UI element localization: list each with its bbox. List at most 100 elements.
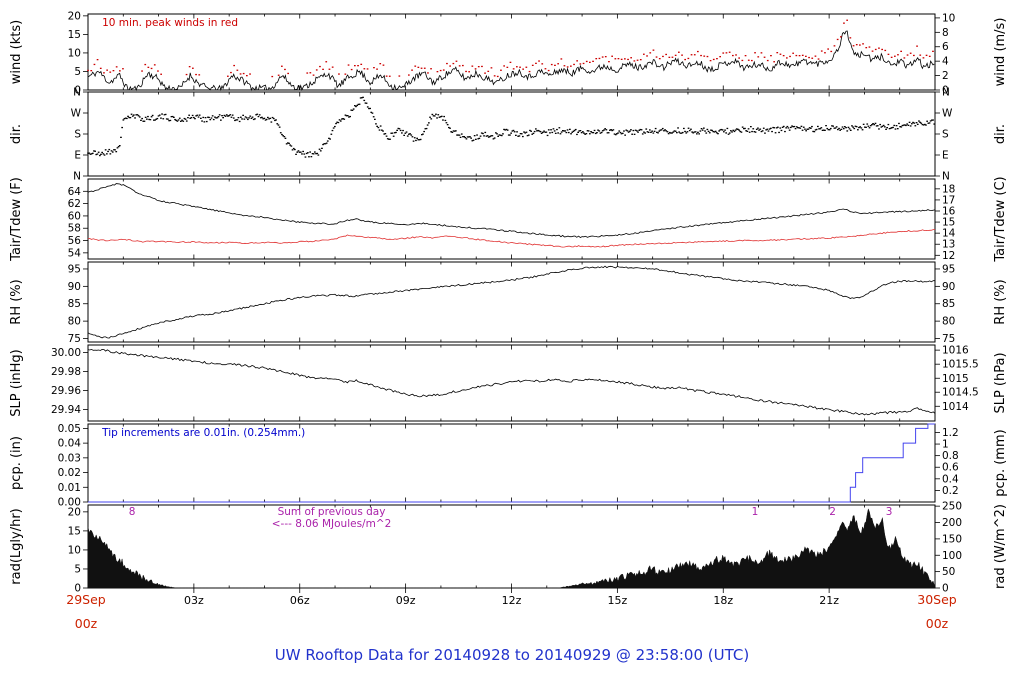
y-tick-label-left: 62 [68, 198, 81, 210]
y-tick-label-left: 0.04 [58, 438, 82, 450]
series-rh [87, 265, 936, 339]
panel-border [87, 178, 936, 260]
y-tick-label-right: W [942, 108, 953, 120]
y-tick-label-left: 20 [68, 506, 81, 518]
series-tair [87, 183, 936, 238]
y-tick-label-right: N [942, 87, 950, 99]
axis-label-right: rad (W/m^2) [993, 504, 1008, 589]
series-slp [87, 348, 936, 416]
y-tick-label-left: 56 [68, 235, 82, 247]
y-tick-label-left: 10 [68, 544, 81, 556]
panel-pcp: 0.00 0.01 0.02 0.03 0.04 0.05 0.20.40.60.811.2… [9, 423, 1008, 509]
annotation: 8 [129, 506, 136, 518]
y-tick-label-right: 1016 [942, 345, 969, 357]
panel-rh: 75 80 85 90 95 75 80 85 90 95 RH (%) RH (%) [9, 261, 1008, 345]
y-tick-label-right: S [942, 129, 949, 141]
annotation: 2 [829, 506, 836, 518]
x-tick-label: 12z [502, 594, 522, 607]
y-tick-label-right: 16 [942, 206, 956, 218]
x-tick-label: 03z [184, 594, 204, 607]
y-tick-label-left: 15 [68, 29, 81, 41]
axis-label-right: pcp. (mm) [993, 429, 1008, 496]
y-tick-label-left: 75 [68, 333, 81, 345]
axis-label-right: SLP (hPa) [993, 352, 1008, 413]
y-tick-label-left: S [74, 129, 81, 141]
y-tick-label-left: 0.00 [58, 497, 81, 509]
y-tick-label-left: 29.96 [51, 385, 81, 397]
y-tick-label-left: E [74, 150, 81, 162]
y-tick-label-right: 0.6 [942, 462, 959, 474]
annotation: Sum of previous day [278, 506, 386, 518]
panel-border [87, 261, 936, 343]
y-tick-label-right: 14 [942, 228, 956, 240]
series-wind-speed [87, 30, 935, 92]
y-tick-label-right: 150 [942, 533, 962, 545]
x-tick-label: 15z [607, 594, 627, 607]
y-tick-label-right: 1015.5 [942, 359, 979, 371]
y-tick-label-right: 12 [942, 250, 955, 262]
y-tick-label-right: 1015 [942, 373, 969, 385]
panel-wind: 0 5 10 15 20 0 2 4 6 8 10 wind (kts) wind (m/s) 10 mi… [9, 10, 1008, 96]
y-tick-label-left: N [73, 171, 81, 183]
y-tick-label-right: 1.2 [942, 427, 959, 439]
annotation: 3 [886, 506, 893, 518]
axis-label-left: rad(Lgly/hr) [9, 508, 24, 584]
y-tick-label-left: W [71, 108, 82, 120]
axis-label-left: Tair/Tdew (F) [9, 177, 24, 262]
y-tick-label-right: 0 [942, 583, 949, 595]
y-tick-label-right: 95 [942, 263, 955, 275]
y-tick-label-left: 5 [74, 66, 81, 78]
y-tick-label-right: 8 [942, 27, 949, 39]
y-tick-label-right: E [942, 150, 949, 162]
y-tick-label-right: 100 [942, 550, 962, 562]
y-tick-label-left: 95 [68, 263, 81, 275]
y-tick-label-right: 200 [942, 517, 962, 529]
y-tick-label-left: 0 [74, 85, 81, 97]
y-tick-label-right: 18 [942, 183, 955, 195]
annotation: <--- 8.06 MJoules/m^2 [272, 518, 392, 530]
y-tick-label-left: N [73, 87, 81, 99]
y-tick-label-right: 50 [942, 566, 955, 578]
axis-label-left: wind (kts) [9, 20, 24, 84]
annotation: 10 min. peak winds in red [102, 17, 238, 29]
y-tick-label-right: 13 [942, 239, 955, 251]
y-tick-label-right: 6 [942, 41, 949, 53]
y-tick-label-right: 17 [942, 194, 955, 206]
y-tick-label-right: 0 [942, 85, 949, 97]
y-tick-label-left: 0 [74, 583, 81, 595]
y-tick-label-left: 20 [68, 10, 81, 22]
y-tick-label-right: 1014.5 [942, 387, 979, 399]
axis-label-right: RH (%) [993, 279, 1008, 324]
y-tick-label-left: 15 [68, 525, 81, 537]
y-tick-label-right: 0.8 [942, 450, 959, 462]
y-tick-label-left: 29.98 [51, 366, 81, 378]
x-start-date: 29Sep [66, 592, 106, 607]
axis-label-left: SLP (inHg) [9, 349, 24, 417]
x-tick-label: 06z [290, 594, 310, 607]
y-tick-label-left: 0.03 [58, 452, 81, 464]
y-tick-label-right: 1014 [942, 401, 969, 413]
y-tick-label-right: 90 [942, 281, 955, 293]
y-tick-label-right: 10 [942, 12, 955, 24]
series-tdew [87, 229, 936, 248]
y-tick-label-right: 80 [942, 316, 955, 328]
y-tick-label-left: 64 [68, 186, 82, 198]
y-tick-label-right: 2 [942, 70, 949, 82]
y-tick-label-left: 58 [68, 223, 81, 235]
axis-label-right: dir. [993, 124, 1008, 144]
y-tick-label-right: 1 [942, 439, 949, 451]
y-tick-label-left: 0.02 [58, 467, 81, 479]
y-tick-label-left: 30.00 [51, 347, 81, 359]
y-tick-label-right: 0.4 [942, 473, 959, 485]
y-tick-label-right: 15 [942, 217, 955, 229]
x-tick-label: 09z [396, 594, 416, 607]
annotation: Tip increments are 0.01in. (0.254mm.) [101, 427, 305, 439]
axis-label-left: RH (%) [9, 279, 24, 324]
axis-label-left: pcp. (in) [9, 436, 24, 490]
x-tick-label: 21z [819, 594, 839, 607]
chart-title: UW Rooftop Data for 20140928 to 20140929… [274, 646, 750, 664]
